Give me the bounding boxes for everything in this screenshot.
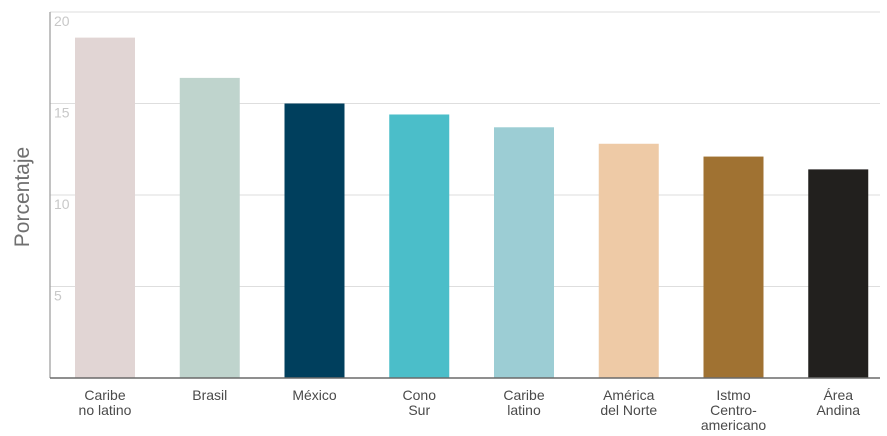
y-tick-20: 20 [54,13,70,29]
y-tick-5: 5 [54,288,62,304]
bar-3 [389,114,450,378]
y-tick-10: 10 [54,196,70,212]
category-label-3: Cono Sur [403,387,437,418]
x-tick-labels: Caribe no latino Brasil México Cono Sur Caribe… [79,387,861,433]
category-label-2: México [292,387,337,403]
category-label-0: Caribe no latino [79,387,132,418]
bars [75,37,869,379]
bar-1 [179,77,240,378]
bar-2 [284,103,345,378]
y-tick-labels: 5 10 15 20 [54,13,70,304]
category-label-7: Área Andina [816,387,860,418]
bar-4 [494,127,554,378]
bar-7 [808,169,869,378]
bar-5 [598,143,659,378]
bar-0 [75,37,135,379]
bar-6 [703,156,764,378]
category-label-5: América del Norte [600,387,657,418]
axes [49,12,880,379]
category-label-1: Brasil [192,387,227,403]
category-label-6: Istmo Centro-americano [701,387,767,433]
category-label-4: Caribe latino [503,387,544,418]
y-tick-15: 15 [54,105,70,121]
